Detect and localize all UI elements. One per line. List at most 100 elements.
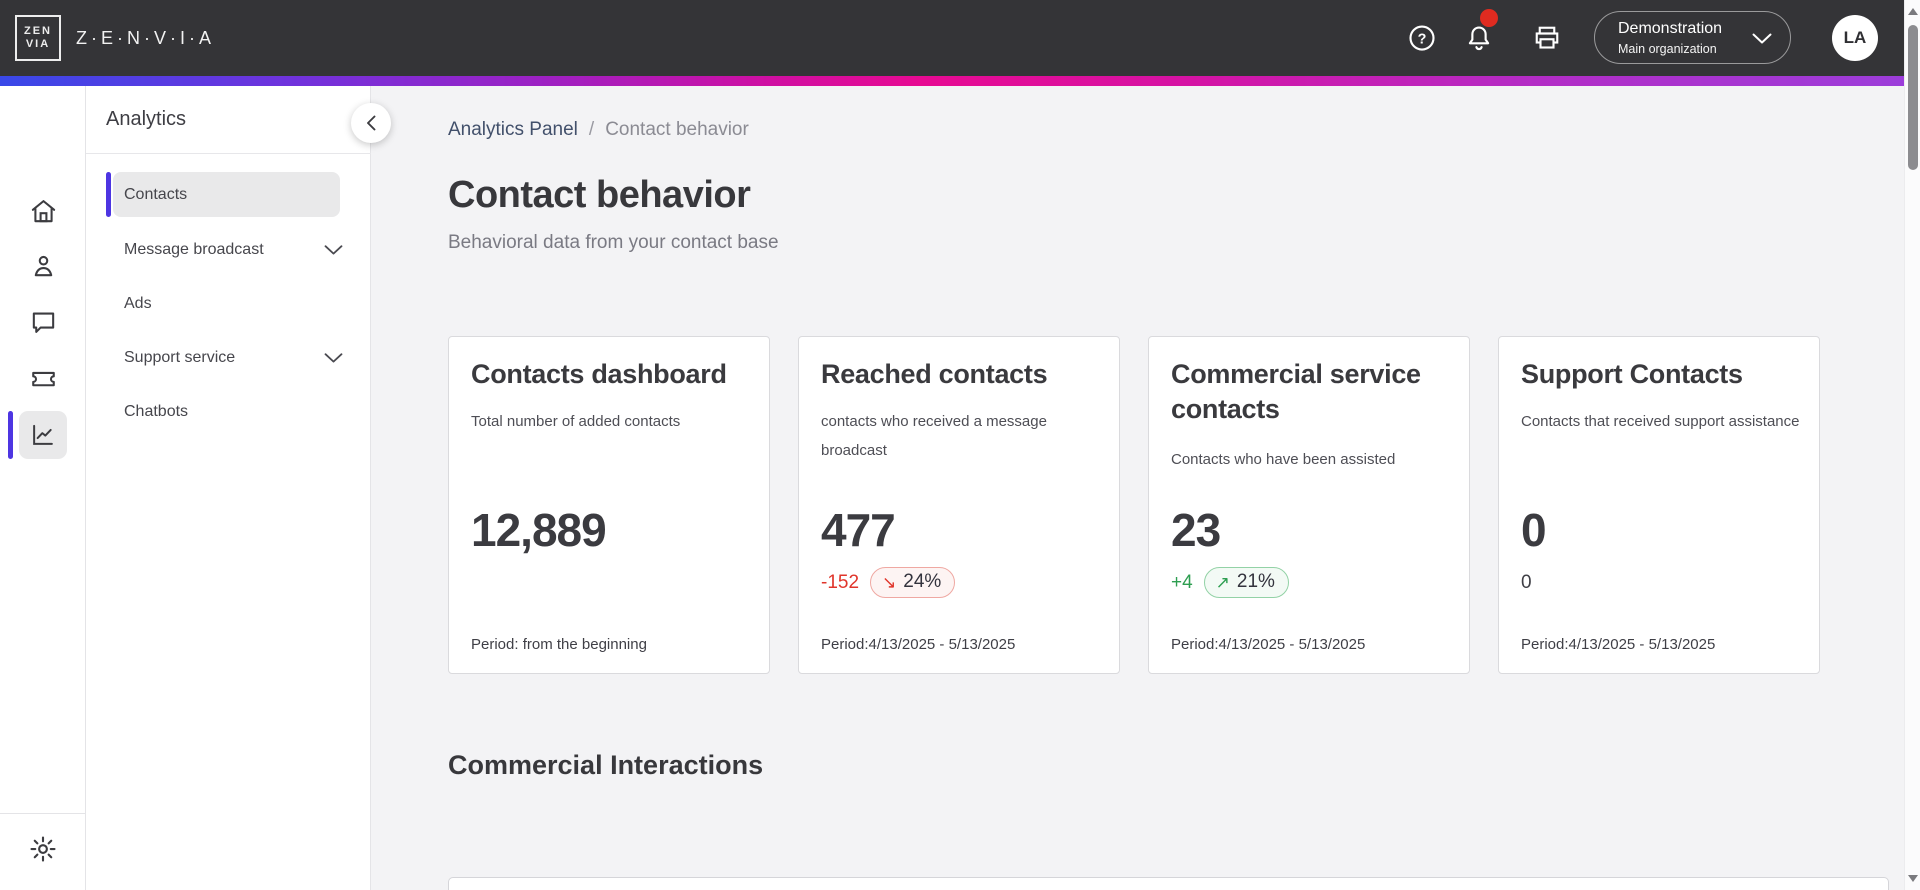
- bell-icon: [1468, 26, 1490, 51]
- sidebar-item-chatbots[interactable]: Chatbots: [86, 389, 371, 434]
- delta-percentage: 21%: [1236, 571, 1275, 592]
- organization-type: Main organization: [1618, 42, 1717, 56]
- zenvia-logo-icon[interactable]: ZEN VIA: [15, 15, 61, 61]
- delta-percentage: 24%: [903, 571, 942, 592]
- card-title: Commercial service contacts: [1171, 359, 1421, 425]
- page-title: Contact behavior: [448, 174, 751, 216]
- scrollbar-thumb[interactable]: [1908, 25, 1918, 170]
- scrollbar-down-arrow[interactable]: [1908, 875, 1918, 882]
- delta-value: 0: [1521, 571, 1532, 593]
- trend-up-arrow-icon: ↗: [1215, 572, 1230, 592]
- sidebar-item-label: Contacts: [124, 186, 188, 203]
- analytics-sidebar-panel: Analytics Contacts Message broadcast Ads…: [86, 86, 371, 890]
- main-content: Analytics Panel / Contact behavior Conta…: [371, 86, 1904, 890]
- sidebar-item-ads[interactable]: Ads: [86, 281, 371, 326]
- delta-value: -152: [821, 571, 860, 593]
- logo-monogram-top: ZEN: [24, 25, 52, 37]
- rail-item-tickets[interactable]: [28, 363, 58, 393]
- card-period: Period: from the beginning: [471, 636, 647, 653]
- brand-wordmark[interactable]: Z·E·N·V·I·A: [76, 28, 215, 48]
- trend-pill: ↘ 24%: [870, 567, 956, 598]
- sidebar-active-indicator: [106, 172, 111, 217]
- card-value: 23: [1171, 504, 1221, 556]
- help-icon: ?: [1409, 25, 1435, 51]
- brand-gradient-bar: [0, 76, 1920, 86]
- settings-gear-icon: [30, 836, 56, 862]
- analytics-chart-icon: [33, 424, 53, 445]
- sidebar-icon-rail: [0, 86, 86, 890]
- card-support-contacts: Support Contacts Contacts that received …: [1498, 336, 1820, 674]
- card-delta-row: +4 ↗ 21%: [1171, 567, 1289, 598]
- sidebar-panel-title: Analytics: [106, 108, 187, 130]
- card-value: 0: [1521, 504, 1547, 556]
- card-delta-row: 0: [1521, 567, 1532, 598]
- card-description: Total number of added contacts: [471, 413, 681, 430]
- notification-badge-dot: [1480, 9, 1498, 27]
- card-commercial-service-contacts: Commercial service contacts Contacts who…: [1148, 336, 1470, 674]
- organization-name: Demonstration: [1618, 20, 1723, 37]
- sidebar-active-background: [113, 172, 340, 217]
- sidebar-collapse-button[interactable]: [351, 103, 391, 143]
- rail-item-contacts[interactable]: [28, 251, 58, 281]
- sidebar-item-label: Message broadcast: [124, 241, 264, 258]
- sidebar-item-support-service[interactable]: Support service: [86, 335, 371, 380]
- card-period: Period:4/13/2025 - 5/13/2025: [1171, 636, 1366, 653]
- delta-value: +4: [1171, 571, 1193, 593]
- rail-active-indicator: [8, 411, 13, 459]
- breadcrumb-separator: /: [588, 119, 595, 140]
- home-icon: [31, 199, 55, 222]
- scrollbar[interactable]: [1904, 0, 1920, 890]
- section-title-commercial-interactions: Commercial Interactions: [448, 750, 764, 780]
- sidebar-item-contacts[interactable]: Contacts: [86, 172, 371, 217]
- rail-item-analytics[interactable]: [19, 411, 67, 459]
- chevron-down-icon: [1752, 33, 1772, 44]
- breadcrumb-analytics-panel[interactable]: Analytics Panel: [448, 119, 578, 140]
- sidebar-item-label: Support service: [124, 349, 236, 366]
- trend-pill: ↗ 21%: [1203, 567, 1289, 598]
- breadcrumb: Analytics Panel / Contact behavior: [448, 119, 749, 141]
- chevron-left-icon: [367, 115, 376, 131]
- rail-item-settings[interactable]: [28, 834, 58, 864]
- card-description: Contacts that received support assistanc…: [1521, 413, 1800, 430]
- sidebar-divider: [86, 153, 371, 154]
- card-period: Period:4/13/2025 - 5/13/2025: [1521, 636, 1716, 653]
- svg-text:?: ?: [1418, 31, 1427, 47]
- card-reached-contacts: Reached contacts contacts who received a…: [798, 336, 1120, 674]
- chevron-down-icon: [324, 245, 343, 255]
- scrollbar-up-arrow[interactable]: [1908, 8, 1918, 15]
- print-button[interactable]: [1530, 21, 1564, 55]
- card-description: contacts who received a message broadcas…: [821, 413, 1047, 459]
- ticket-icon: [31, 371, 55, 386]
- chevron-down-icon: [324, 353, 343, 363]
- help-button[interactable]: ?: [1405, 21, 1439, 55]
- card-period: Period:4/13/2025 - 5/13/2025: [821, 636, 1016, 653]
- chat-bubble-icon: [32, 312, 54, 333]
- rail-item-home[interactable]: [28, 196, 58, 226]
- card-contacts-dashboard: Contacts dashboard Total number of added…: [448, 336, 770, 674]
- page-subtitle: Behavioral data from your contact base: [448, 232, 779, 253]
- sidebar-item-message-broadcast[interactable]: Message broadcast: [86, 227, 371, 272]
- trend-down-arrow-icon: ↘: [882, 572, 897, 592]
- printer-icon: [1535, 26, 1559, 49]
- card-title: Support Contacts: [1521, 359, 1743, 389]
- commercial-interactions-card: [448, 877, 1889, 890]
- top-bar: ZEN VIA Z·E·N·V·I·A ? Demonstrati: [0, 0, 1920, 76]
- card-title: Reached contacts: [821, 359, 1048, 389]
- person-icon: [34, 255, 52, 276]
- card-delta-row: -152 ↘ 24%: [821, 567, 956, 598]
- card-value: 477: [821, 504, 896, 556]
- organization-switcher[interactable]: Demonstration Main organization: [1594, 11, 1791, 64]
- card-title: Contacts dashboard: [471, 359, 727, 389]
- breadcrumb-current: Contact behavior: [605, 119, 749, 140]
- kpi-cards-row: Contacts dashboard Total number of added…: [448, 336, 1820, 674]
- rail-divider: [0, 813, 86, 814]
- user-avatar[interactable]: LA: [1832, 15, 1878, 61]
- notifications-button[interactable]: [1462, 21, 1496, 55]
- card-description: Contacts who have been assisted: [1171, 451, 1396, 468]
- logo-monogram-bottom: VIA: [25, 38, 51, 50]
- rail-item-conversations[interactable]: [28, 307, 58, 337]
- sidebar-item-label: Chatbots: [124, 403, 189, 420]
- card-value: 12,889: [471, 504, 607, 556]
- sidebar-item-label: Ads: [124, 295, 152, 312]
